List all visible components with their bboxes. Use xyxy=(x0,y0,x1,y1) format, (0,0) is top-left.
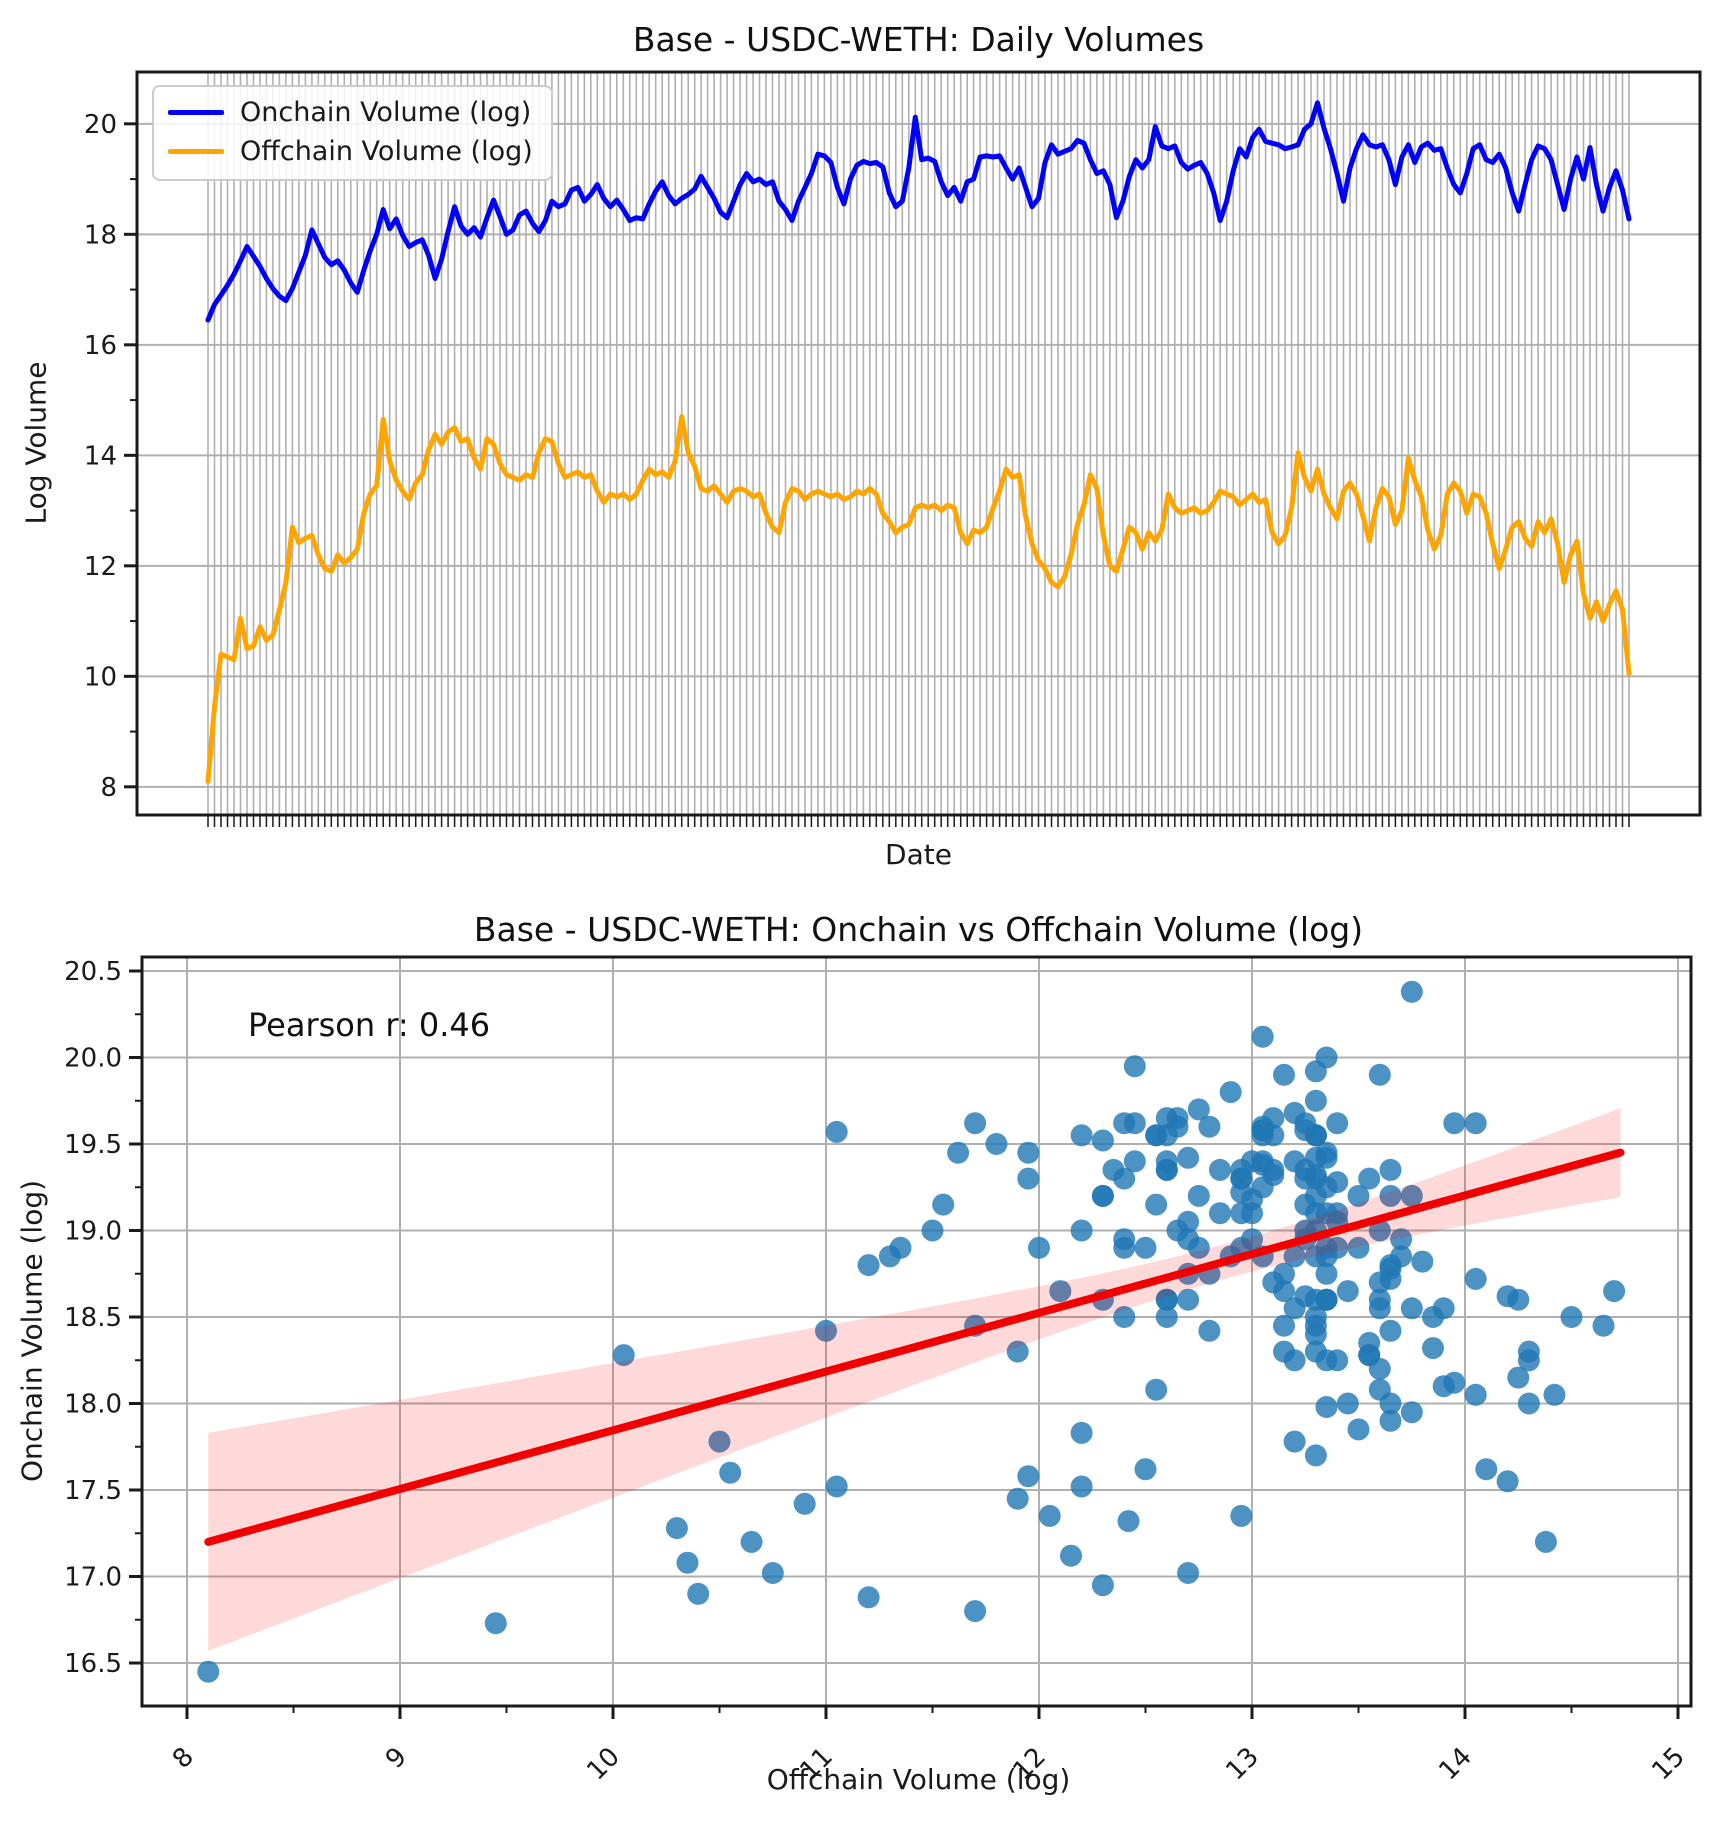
top-chart-xlabel: Date xyxy=(885,838,952,871)
svg-text:18.0: 18.0 xyxy=(64,1390,122,1420)
svg-text:19.0: 19.0 xyxy=(64,1217,122,1247)
svg-text:18.5: 18.5 xyxy=(64,1303,122,1333)
svg-text:10: 10 xyxy=(84,662,117,692)
offchain-line-swatch xyxy=(168,149,224,154)
svg-text:19.5: 19.5 xyxy=(64,1130,122,1160)
svg-text:20.5: 20.5 xyxy=(64,957,122,987)
bottom-chart-xlabel: Offchain Volume (log) xyxy=(766,1763,1071,1796)
svg-text:20.0: 20.0 xyxy=(64,1044,122,1074)
svg-text:14: 14 xyxy=(84,441,117,471)
svg-text:12: 12 xyxy=(84,552,117,582)
legend-label-onchain: Onchain Volume (log) xyxy=(240,97,532,128)
svg-text:18: 18 xyxy=(84,220,117,250)
daily-volumes-chart: 8 10 12 14 16 18 20 xyxy=(84,70,1702,827)
top-chart-ylabel: Log Volume xyxy=(19,361,53,525)
bottom-chart-title: Base - USDC-WETH: Onchain vs Offchain Vo… xyxy=(473,910,1364,949)
legend: Onchain Volume (log) Offchain Volume (lo… xyxy=(152,85,553,181)
svg-text:16.5: 16.5 xyxy=(64,1649,122,1679)
svg-text:16: 16 xyxy=(84,331,117,361)
top-chart-title: Base - USDC-WETH: Daily Volumes xyxy=(632,20,1205,59)
legend-label-offchain: Offchain Volume (log) xyxy=(240,136,533,167)
onchain-vs-offchain-scatter-chart: 8 9 10 11 12 13 14 1516.517.017.518.018.519.019… xyxy=(64,955,1693,1786)
legend-entry-offchain: Offchain Volume (log) xyxy=(168,136,533,167)
svg-text:8: 8 xyxy=(100,773,117,803)
svg-text:20: 20 xyxy=(84,110,117,140)
pearson-annotation: Pearson r: 0.46 xyxy=(248,1006,491,1044)
svg-text:17.5: 17.5 xyxy=(64,1476,122,1506)
legend-entry-onchain: Onchain Volume (log) xyxy=(168,97,533,128)
onchain-line-swatch xyxy=(168,110,224,115)
bottom-chart-ylabel: Onchain Volume (log) xyxy=(15,1179,49,1483)
svg-text:17.0: 17.0 xyxy=(64,1563,122,1593)
